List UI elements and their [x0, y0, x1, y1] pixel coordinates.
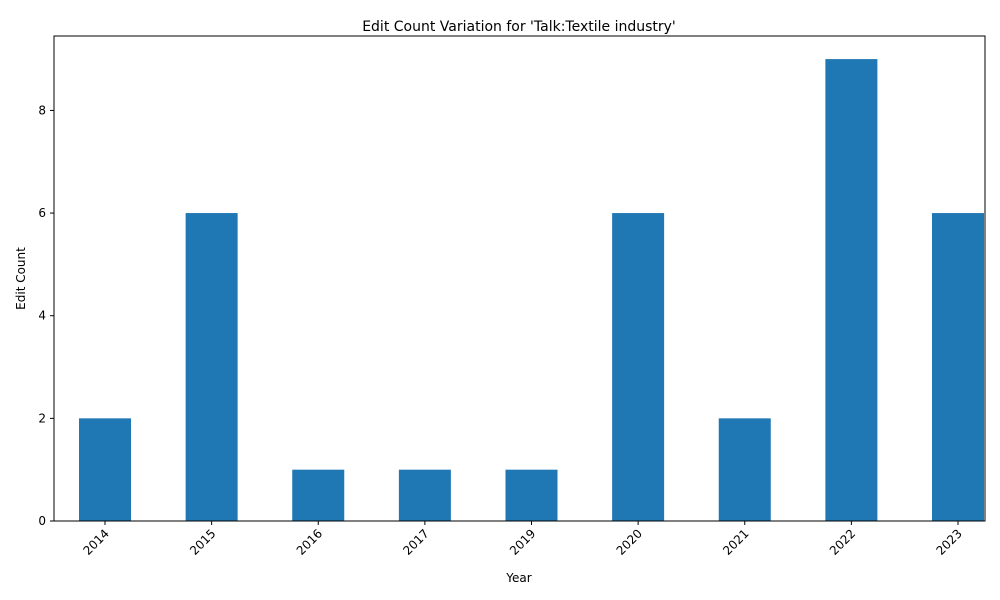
plot-frame — [53, 35, 986, 522]
x-tick-label-2016: 2016 — [294, 526, 325, 557]
x-tick-label-2015: 2015 — [187, 526, 218, 557]
y-axis-label: Edit Count — [14, 247, 28, 310]
x-tick-label-2017: 2017 — [400, 526, 431, 557]
y-tick-label-8: 8 — [38, 103, 46, 117]
bar-2014 — [79, 418, 131, 521]
x-tick-label-2023: 2023 — [933, 526, 964, 557]
x-tick-label-2020: 2020 — [614, 526, 645, 557]
bar-2023 — [932, 213, 984, 521]
bar-2015 — [185, 213, 238, 521]
x-tick-label-2022: 2022 — [827, 526, 858, 557]
bars-group — [79, 59, 984, 521]
y-tick-label-6: 6 — [38, 206, 46, 220]
y-tick-label-0: 0 — [38, 514, 46, 528]
x-axis-ticks: 2014 2015 2016 2017 2019 2020 2021 2022 2023 — [80, 521, 965, 558]
x-tick-label-2019: 2019 — [507, 526, 538, 557]
y-axis-ticks: 0 2 4 6 8 — [38, 103, 54, 528]
bar-2022 — [825, 59, 878, 521]
bar-2020 — [612, 213, 665, 521]
y-tick-label-4: 4 — [38, 309, 46, 323]
chart-title: Edit Count Variation for 'Talk:Textile i… — [362, 19, 676, 35]
x-axis-label: Year — [505, 571, 531, 585]
x-tick-label-2021: 2021 — [720, 526, 751, 557]
bar-2017 — [398, 469, 451, 521]
bar-2016 — [292, 469, 345, 521]
bar-2019 — [505, 469, 558, 521]
y-tick-label-2: 2 — [38, 411, 46, 425]
x-tick-label-2014: 2014 — [80, 526, 111, 557]
bar-2021 — [718, 418, 771, 521]
